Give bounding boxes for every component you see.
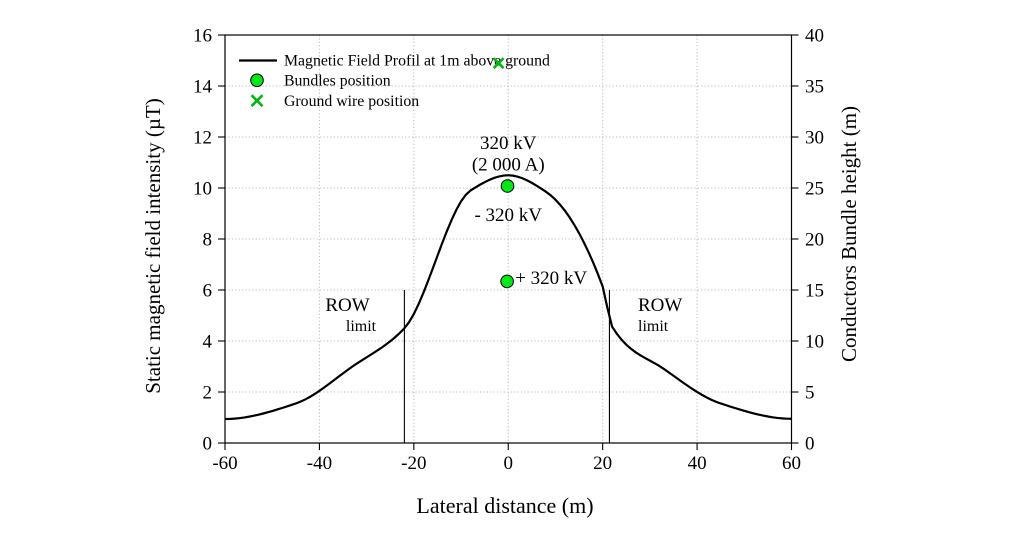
svg-text:ROW: ROW xyxy=(638,295,682,316)
svg-text:0: 0 xyxy=(203,434,213,455)
svg-text:-40: -40 xyxy=(307,453,332,474)
svg-text:0: 0 xyxy=(504,453,514,474)
svg-text:40: 40 xyxy=(805,26,824,47)
svg-text:Bundles position: Bundles position xyxy=(284,72,391,89)
svg-text:320 kV: 320 kV xyxy=(480,133,537,154)
svg-text:20: 20 xyxy=(805,230,824,251)
svg-text:10: 10 xyxy=(193,179,212,200)
svg-text:Static magnetic field intensit: Static magnetic field intensity (µT) xyxy=(141,98,165,394)
svg-text:40: 40 xyxy=(688,453,707,474)
svg-text:20: 20 xyxy=(593,453,612,474)
svg-text:5: 5 xyxy=(805,383,815,404)
svg-text:30: 30 xyxy=(805,128,824,149)
svg-text:limit: limit xyxy=(638,318,669,335)
svg-text:15: 15 xyxy=(805,281,824,302)
svg-text:8: 8 xyxy=(203,230,213,251)
svg-text:Conductors Bundle height (m): Conductors Bundle height (m) xyxy=(837,106,861,362)
svg-text:- 320 kV: - 320 kV xyxy=(474,205,542,226)
svg-text:limit: limit xyxy=(346,318,377,335)
svg-text:Lateral distance (m): Lateral distance (m) xyxy=(416,493,593,518)
svg-text:ROW: ROW xyxy=(325,295,369,316)
svg-text:(2 000 A): (2 000 A) xyxy=(472,155,545,176)
svg-text:-60: -60 xyxy=(212,453,237,474)
svg-text:6: 6 xyxy=(203,281,213,302)
svg-text:0: 0 xyxy=(805,434,815,455)
svg-text:12: 12 xyxy=(193,128,212,149)
svg-text:+ 320 kV: + 320 kV xyxy=(515,268,587,289)
svg-text:-20: -20 xyxy=(401,453,426,474)
svg-text:4: 4 xyxy=(203,332,213,353)
svg-text:25: 25 xyxy=(805,179,824,200)
svg-text:60: 60 xyxy=(782,453,801,474)
svg-text:10: 10 xyxy=(805,332,824,353)
svg-text:2: 2 xyxy=(203,383,213,404)
svg-text:16: 16 xyxy=(193,26,212,47)
svg-text:Ground wire position: Ground wire position xyxy=(284,93,419,110)
svg-text:35: 35 xyxy=(805,77,824,98)
svg-text:Magnetic Field Profil at 1m ab: Magnetic Field Profil at 1m above ground xyxy=(284,53,550,70)
svg-text:14: 14 xyxy=(193,77,213,98)
